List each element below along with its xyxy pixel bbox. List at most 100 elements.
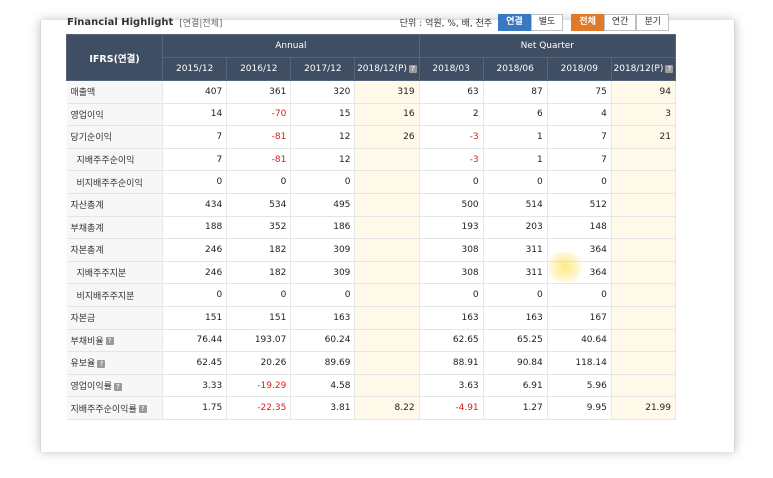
table-cell: 0 xyxy=(547,283,612,307)
row-label: 비지배주주지분 xyxy=(66,283,164,307)
row-label: 비지배주주순이익 xyxy=(66,170,164,194)
info-icon[interactable]: ? xyxy=(138,405,147,414)
table-cell: 186 xyxy=(290,216,356,240)
table-cell: 163 xyxy=(483,306,548,330)
table-cell: 361 xyxy=(226,80,292,104)
table-cell: 4 xyxy=(547,103,612,127)
table-cell: 3 xyxy=(611,103,677,127)
info-icon[interactable]: ? xyxy=(665,64,674,73)
info-icon[interactable]: ? xyxy=(408,64,417,73)
info-icon[interactable]: ? xyxy=(105,337,114,346)
table-cell: 3.33 xyxy=(162,374,228,398)
table-cell: 0 xyxy=(226,170,292,194)
column-header: 2017/12 xyxy=(290,57,356,81)
row-label: 자본총계 xyxy=(66,238,164,262)
consolidated-button[interactable]: 연결 xyxy=(498,13,531,31)
table-cell: -22.35 xyxy=(226,396,292,420)
table-cell: 311 xyxy=(483,261,548,285)
table-cell: 63 xyxy=(419,80,484,104)
table-cell: 148 xyxy=(547,216,612,240)
table-cell xyxy=(354,238,420,262)
table-row: 매출액 407 361 320 319 63 87 75 94 xyxy=(66,80,677,104)
row-label: 자산총계 xyxy=(66,193,164,217)
table-cell: 163 xyxy=(290,306,356,330)
table-cell: 62.45 xyxy=(162,351,228,375)
table-cell xyxy=(354,306,420,330)
table-cell: 311 xyxy=(483,238,548,262)
table-cell: 21 xyxy=(611,125,677,149)
table-cell xyxy=(611,170,677,194)
table-row: 자본총계 246 182 309 308 311 364 xyxy=(66,238,677,262)
table-cell: 319 xyxy=(354,80,420,104)
table-cell: 94 xyxy=(611,80,677,104)
table-cell xyxy=(611,261,677,285)
consolidation-toggle: 연결 별도 xyxy=(498,13,564,31)
column-header-label: 2016/12 xyxy=(240,64,278,74)
table-body: 매출액 407 361 320 319 63 87 75 94 영업이익 14 -70 15 16 2 6 4 3… xyxy=(66,80,677,420)
table-cell: 65.25 xyxy=(483,329,548,353)
table-row: 영업이익률? 3.33 -19.29 4.58 3.63 6.91 5.96 xyxy=(66,374,677,398)
table-cell: 151 xyxy=(162,306,228,330)
all-period-button[interactable]: 전체 xyxy=(571,13,604,31)
table-cell: 1.27 xyxy=(483,396,548,420)
table-cell: 1 xyxy=(483,148,548,172)
table-cell xyxy=(611,216,677,240)
table-cell xyxy=(354,351,420,375)
row-label-text: 비지배주주순이익 xyxy=(76,178,143,189)
table-cell: 309 xyxy=(290,261,356,285)
row-label-text: 지배주주순이익 xyxy=(76,156,135,167)
period-toggle: 전체 연간 분기 xyxy=(571,13,669,31)
info-icon[interactable]: ? xyxy=(97,359,106,368)
table-cell: 0 xyxy=(419,283,484,307)
row-label-text: 자본금 xyxy=(70,314,96,325)
annual-button[interactable]: 연간 xyxy=(603,13,637,31)
table-cell xyxy=(611,238,677,262)
table-cell: 0 xyxy=(290,283,356,307)
separate-button[interactable]: 별도 xyxy=(530,13,564,31)
unit-label: 단위 : 억원, %, 배, 천주 xyxy=(399,18,493,29)
quarter-button[interactable]: 분기 xyxy=(636,13,669,31)
row-label-text: 지배주주순이익률 xyxy=(70,404,137,415)
page-title: Financial Highlight xyxy=(67,16,174,28)
row-label-text: 자산총계 xyxy=(70,201,104,212)
table-row: 영업이익 14 -70 15 16 2 6 4 3 xyxy=(66,103,677,127)
table-cell: 7 xyxy=(547,148,612,172)
table-row: 당기순이익 7 -81 12 26 -3 1 7 21 xyxy=(66,125,677,149)
table-cell: 62.65 xyxy=(419,329,484,353)
table-cell: 7 xyxy=(162,125,228,149)
table-cell xyxy=(354,374,420,398)
table-row: 자산총계 434 534 495 500 514 512 xyxy=(66,193,677,217)
row-label: 영업이익 xyxy=(66,103,164,127)
table-row: 지배주주지분 246 182 309 308 311 364 xyxy=(66,261,677,285)
table-cell xyxy=(611,351,677,375)
table-cell: 1 xyxy=(483,125,548,149)
row-label-text: 당기순이익 xyxy=(70,133,112,144)
table-cell xyxy=(354,216,420,240)
table-cell: 14 xyxy=(162,103,228,127)
table-cell: 0 xyxy=(226,283,292,307)
column-header: 2018/12(P)? xyxy=(610,57,677,81)
table-cell xyxy=(354,148,420,172)
table-cell xyxy=(611,306,677,330)
table-cell: 6.91 xyxy=(483,374,548,398)
row-label-text: 영업이익률 xyxy=(70,382,112,393)
column-header-label: 2018/03 xyxy=(432,64,470,74)
row-label-text: 지배주주지분 xyxy=(76,269,127,280)
table-cell: 89.69 xyxy=(290,351,356,375)
row-label: 부채비율? xyxy=(66,329,164,353)
row-label: 유보율? xyxy=(66,351,164,375)
table-cell: 20.26 xyxy=(226,351,292,375)
table-cell xyxy=(354,170,420,194)
table-cell: 5.96 xyxy=(547,374,612,398)
table-cell: 88.91 xyxy=(419,351,484,375)
table-cell xyxy=(354,283,420,307)
table-cell: 118.14 xyxy=(547,351,612,375)
table-cell: 3.81 xyxy=(290,396,356,420)
table-cell: 407 xyxy=(162,80,228,104)
table-row: 자본금 151 151 163 163 163 167 xyxy=(66,306,677,330)
table-cell: 26 xyxy=(354,125,420,149)
row-label: 지배주주순이익 xyxy=(66,148,164,172)
info-icon[interactable]: ? xyxy=(113,382,122,391)
table-row: 부채총계 188 352 186 193 203 148 xyxy=(66,216,677,240)
row-label-text: 자본총계 xyxy=(70,246,104,257)
